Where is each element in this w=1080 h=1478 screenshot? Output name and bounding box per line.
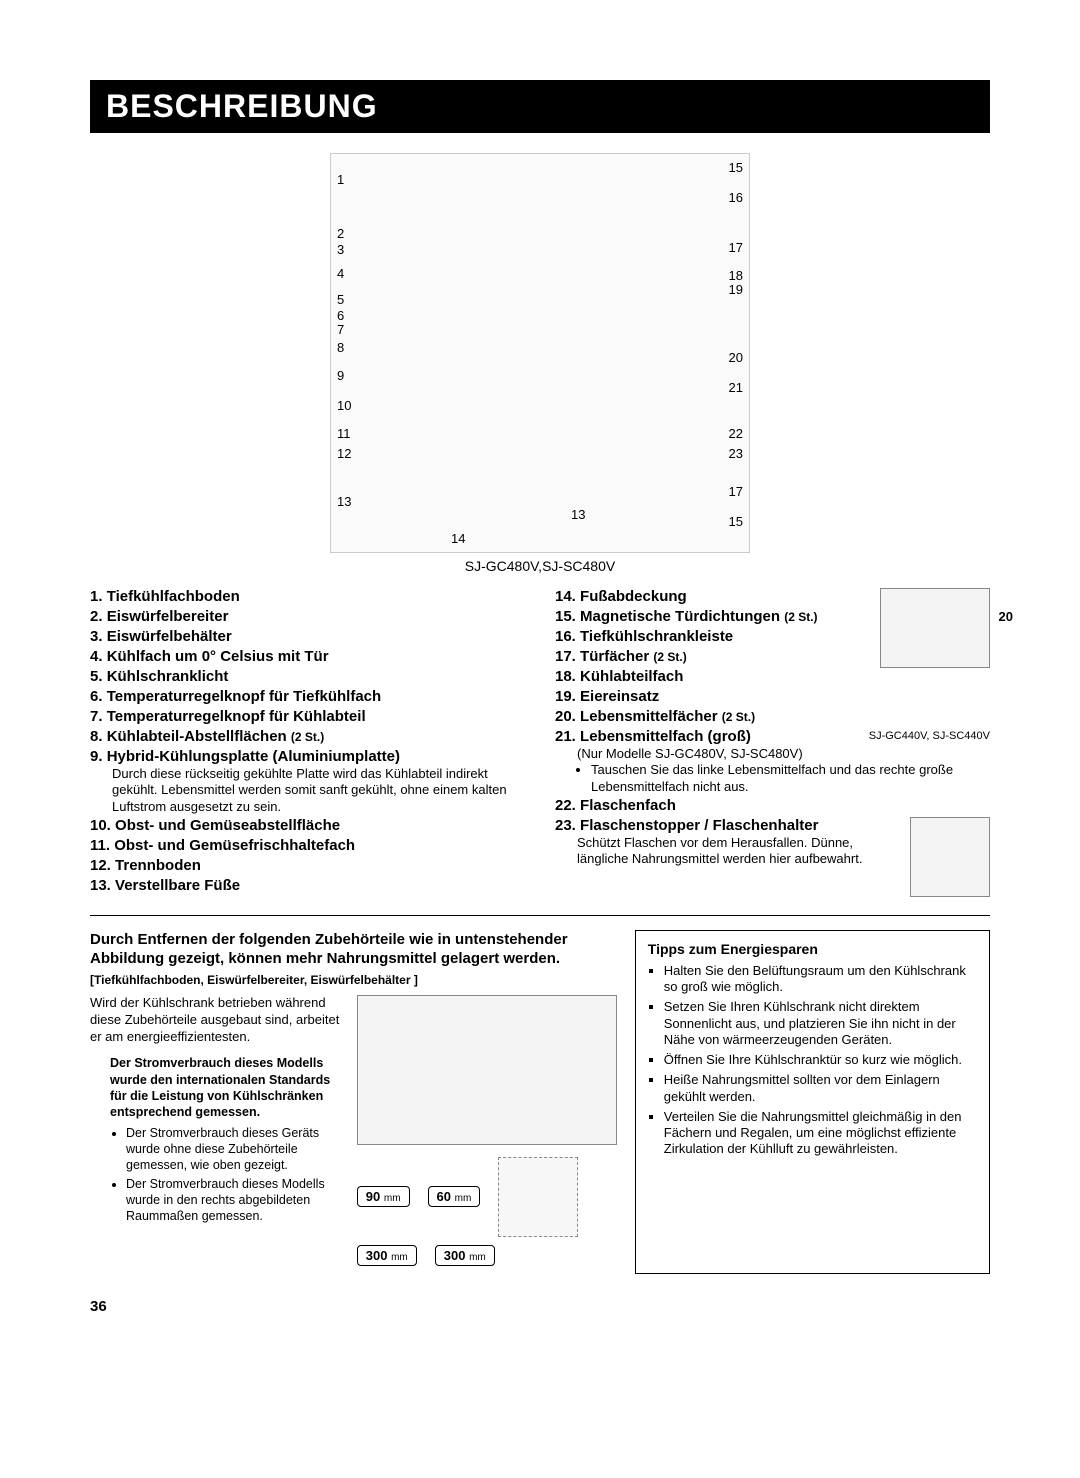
parts-list-left: 1. Tiefkühlfachboden 2. Eiswürfelbereite… [90, 588, 525, 897]
diagram-right-22: 22 [729, 426, 743, 441]
bottom-section: Durch Entfernen der folgenden Zubehörtei… [90, 930, 990, 1274]
item-6: 6. Temperaturregelknopf für Tiefkühlfach [90, 688, 381, 705]
diagram-right-20: 20 [729, 350, 743, 365]
consumption-bullet-2: Der Stromverbrauch dieses Modells wurde … [126, 1177, 341, 1224]
item-17: 17. Türfächer (2 St.) [555, 648, 687, 665]
diagram-left-2: 2 [337, 226, 344, 241]
removal-bracket: [Tiefkühlfachboden, Eiswürfelbereiter, E… [90, 973, 617, 987]
diagram-left-1: 1 [337, 172, 344, 187]
parts-list-right: 20 14. Fußabdeckung 15. Magnetische Türd… [555, 588, 990, 897]
refrigerator-diagram: 1 2 3 4 5 6 7 8 9 10 11 12 13 15 16 17 1… [330, 153, 750, 553]
item-11: 11. Obst- und Gemüsefrischhaltefach [90, 837, 355, 854]
tip-4: Heiße Nahrungsmittel sollten vor dem Ein… [664, 1072, 977, 1105]
item-14: 14. Fußabdeckung [555, 588, 687, 605]
item-5: 5. Kühlschranklicht [90, 668, 228, 685]
consumption-bullet-1: Der Stromverbrauch dieses Geräts wurde o… [126, 1126, 341, 1173]
section-heading: BESCHREIBUNG [90, 80, 990, 133]
parts-list: 1. Tiefkühlfachboden 2. Eiswürfelbereite… [90, 588, 990, 897]
removal-figures: 90 mm 60 mm 300 mm 300 mm [357, 995, 617, 1274]
diagram-left-8: 8 [337, 340, 344, 355]
main-diagram-area: 1 2 3 4 5 6 7 8 9 10 11 12 13 15 16 17 1… [90, 153, 990, 574]
tip-5: Verteilen Sie die Nahrungsmittel gleichm… [664, 1109, 977, 1158]
item-7: 7. Temperaturregelknopf für Kühlabteil [90, 708, 366, 725]
tips-title: Tipps zum Energiesparen [648, 941, 977, 957]
inset-figure-20: 20 [880, 588, 990, 668]
tip-1: Halten Sie den Belüftungsraum um den Küh… [664, 963, 977, 996]
dim-300mm-a: 300 mm [357, 1245, 417, 1266]
item-22: 22. Flaschenfach [555, 797, 676, 814]
dim-300mm-b: 300 mm [435, 1245, 495, 1266]
diagram-bottom-14: 14 [451, 531, 465, 546]
item-16: 16. Tiefkühlschrankleiste [555, 628, 733, 645]
dim-60mm: 60 mm [428, 1186, 481, 1207]
item-19: 19. Eiereinsatz [555, 688, 659, 705]
item-9: 9. Hybrid-Kühlungsplatte (Aluminiumplatt… [90, 748, 400, 765]
diagram-right-17a: 17 [729, 240, 743, 255]
item-8: 8. Kühlabteil-Abstellflächen (2 St.) [90, 728, 324, 745]
dim-90mm: 90 mm [357, 1186, 410, 1207]
tips-box: Tipps zum Energiesparen Halten Sie den B… [635, 930, 990, 1274]
inset-figure-stopper [910, 817, 990, 897]
diagram-left-9: 9 [337, 368, 344, 383]
item-13: 13. Verstellbare Füße [90, 877, 240, 894]
item-12: 12. Trennboden [90, 857, 201, 874]
diagram-left-10: 10 [337, 398, 351, 413]
item-23: 23. Flaschenstopper / Flaschenhalter [555, 817, 818, 834]
diagram-right-19: 19 [729, 282, 743, 297]
diagram-right-23: 23 [729, 446, 743, 461]
diagram-right-17b: 17 [729, 484, 743, 499]
item-2: 2. Eiswürfelbereiter [90, 608, 228, 625]
item-18: 18. Kühlabteilfach [555, 668, 683, 685]
tip-3: Öffnen Sie Ihre Kühlschranktür so kurz w… [664, 1052, 977, 1068]
inset-callout-20: 20 [999, 609, 1013, 624]
item-21: 21. Lebensmittelfach (groß) [555, 728, 751, 745]
tip-2: Setzen Sie Ihren Kühlschrank nicht direk… [664, 999, 977, 1048]
item-10: 10. Obst- und Gemüseabstellfläche [90, 817, 340, 834]
diagram-left-12: 12 [337, 446, 351, 461]
diagram-left-6: 6 [337, 308, 344, 323]
item-9-note: Durch diese rückseitig gekühlte Platte w… [112, 766, 525, 815]
model-caption: SJ-GC480V,SJ-SC480V [90, 558, 990, 574]
item-20: 20. Lebensmittelfächer (2 St.) [555, 708, 755, 725]
diagram-left-3: 3 [337, 242, 344, 257]
item-4: 4. Kühlfach um 0° Celsius mit Tür [90, 648, 329, 665]
removal-title: Durch Entfernen der folgenden Zubehörtei… [90, 930, 617, 969]
diagram-left-11: 11 [337, 426, 351, 441]
item-3: 3. Eiswürfelbehälter [90, 628, 232, 645]
diagram-left-7: 7 [337, 322, 344, 337]
diagram-right-21: 21 [729, 380, 743, 395]
removal-section: Durch Entfernen der folgenden Zubehörtei… [90, 930, 617, 1274]
consumption-title: Der Stromverbrauch dieses Modells wurde … [110, 1055, 341, 1120]
diagram-right-16: 16 [729, 190, 743, 205]
page-number: 36 [90, 1298, 990, 1315]
consumption-block: Der Stromverbrauch dieses Modells wurde … [110, 1055, 341, 1224]
diagram-left-13: 13 [337, 494, 351, 509]
diagram-right-18: 18 [729, 268, 743, 283]
inset-model-tiny: SJ-GC440V, SJ-SC440V [869, 730, 990, 742]
item-21-note: (Nur Modelle SJ-GC480V, SJ-SC480V) Tausc… [577, 746, 990, 795]
separator-rule [90, 915, 990, 916]
item-15: 15. Magnetische Türdichtungen (2 St.) [555, 608, 818, 625]
diagram-bottom-13: 13 [571, 507, 585, 522]
clearance-figure [498, 1157, 578, 1237]
diagram-right-15a: 15 [729, 160, 743, 175]
item-1: 1. Tiefkühlfachboden [90, 588, 240, 605]
diagram-right-15b: 15 [729, 514, 743, 529]
diagram-left-5: 5 [337, 292, 344, 307]
diagram-left-4: 4 [337, 266, 344, 281]
removal-para: Wird der Kühlschrank betrieben während d… [90, 995, 341, 1046]
removal-figure-freezer [357, 995, 617, 1145]
